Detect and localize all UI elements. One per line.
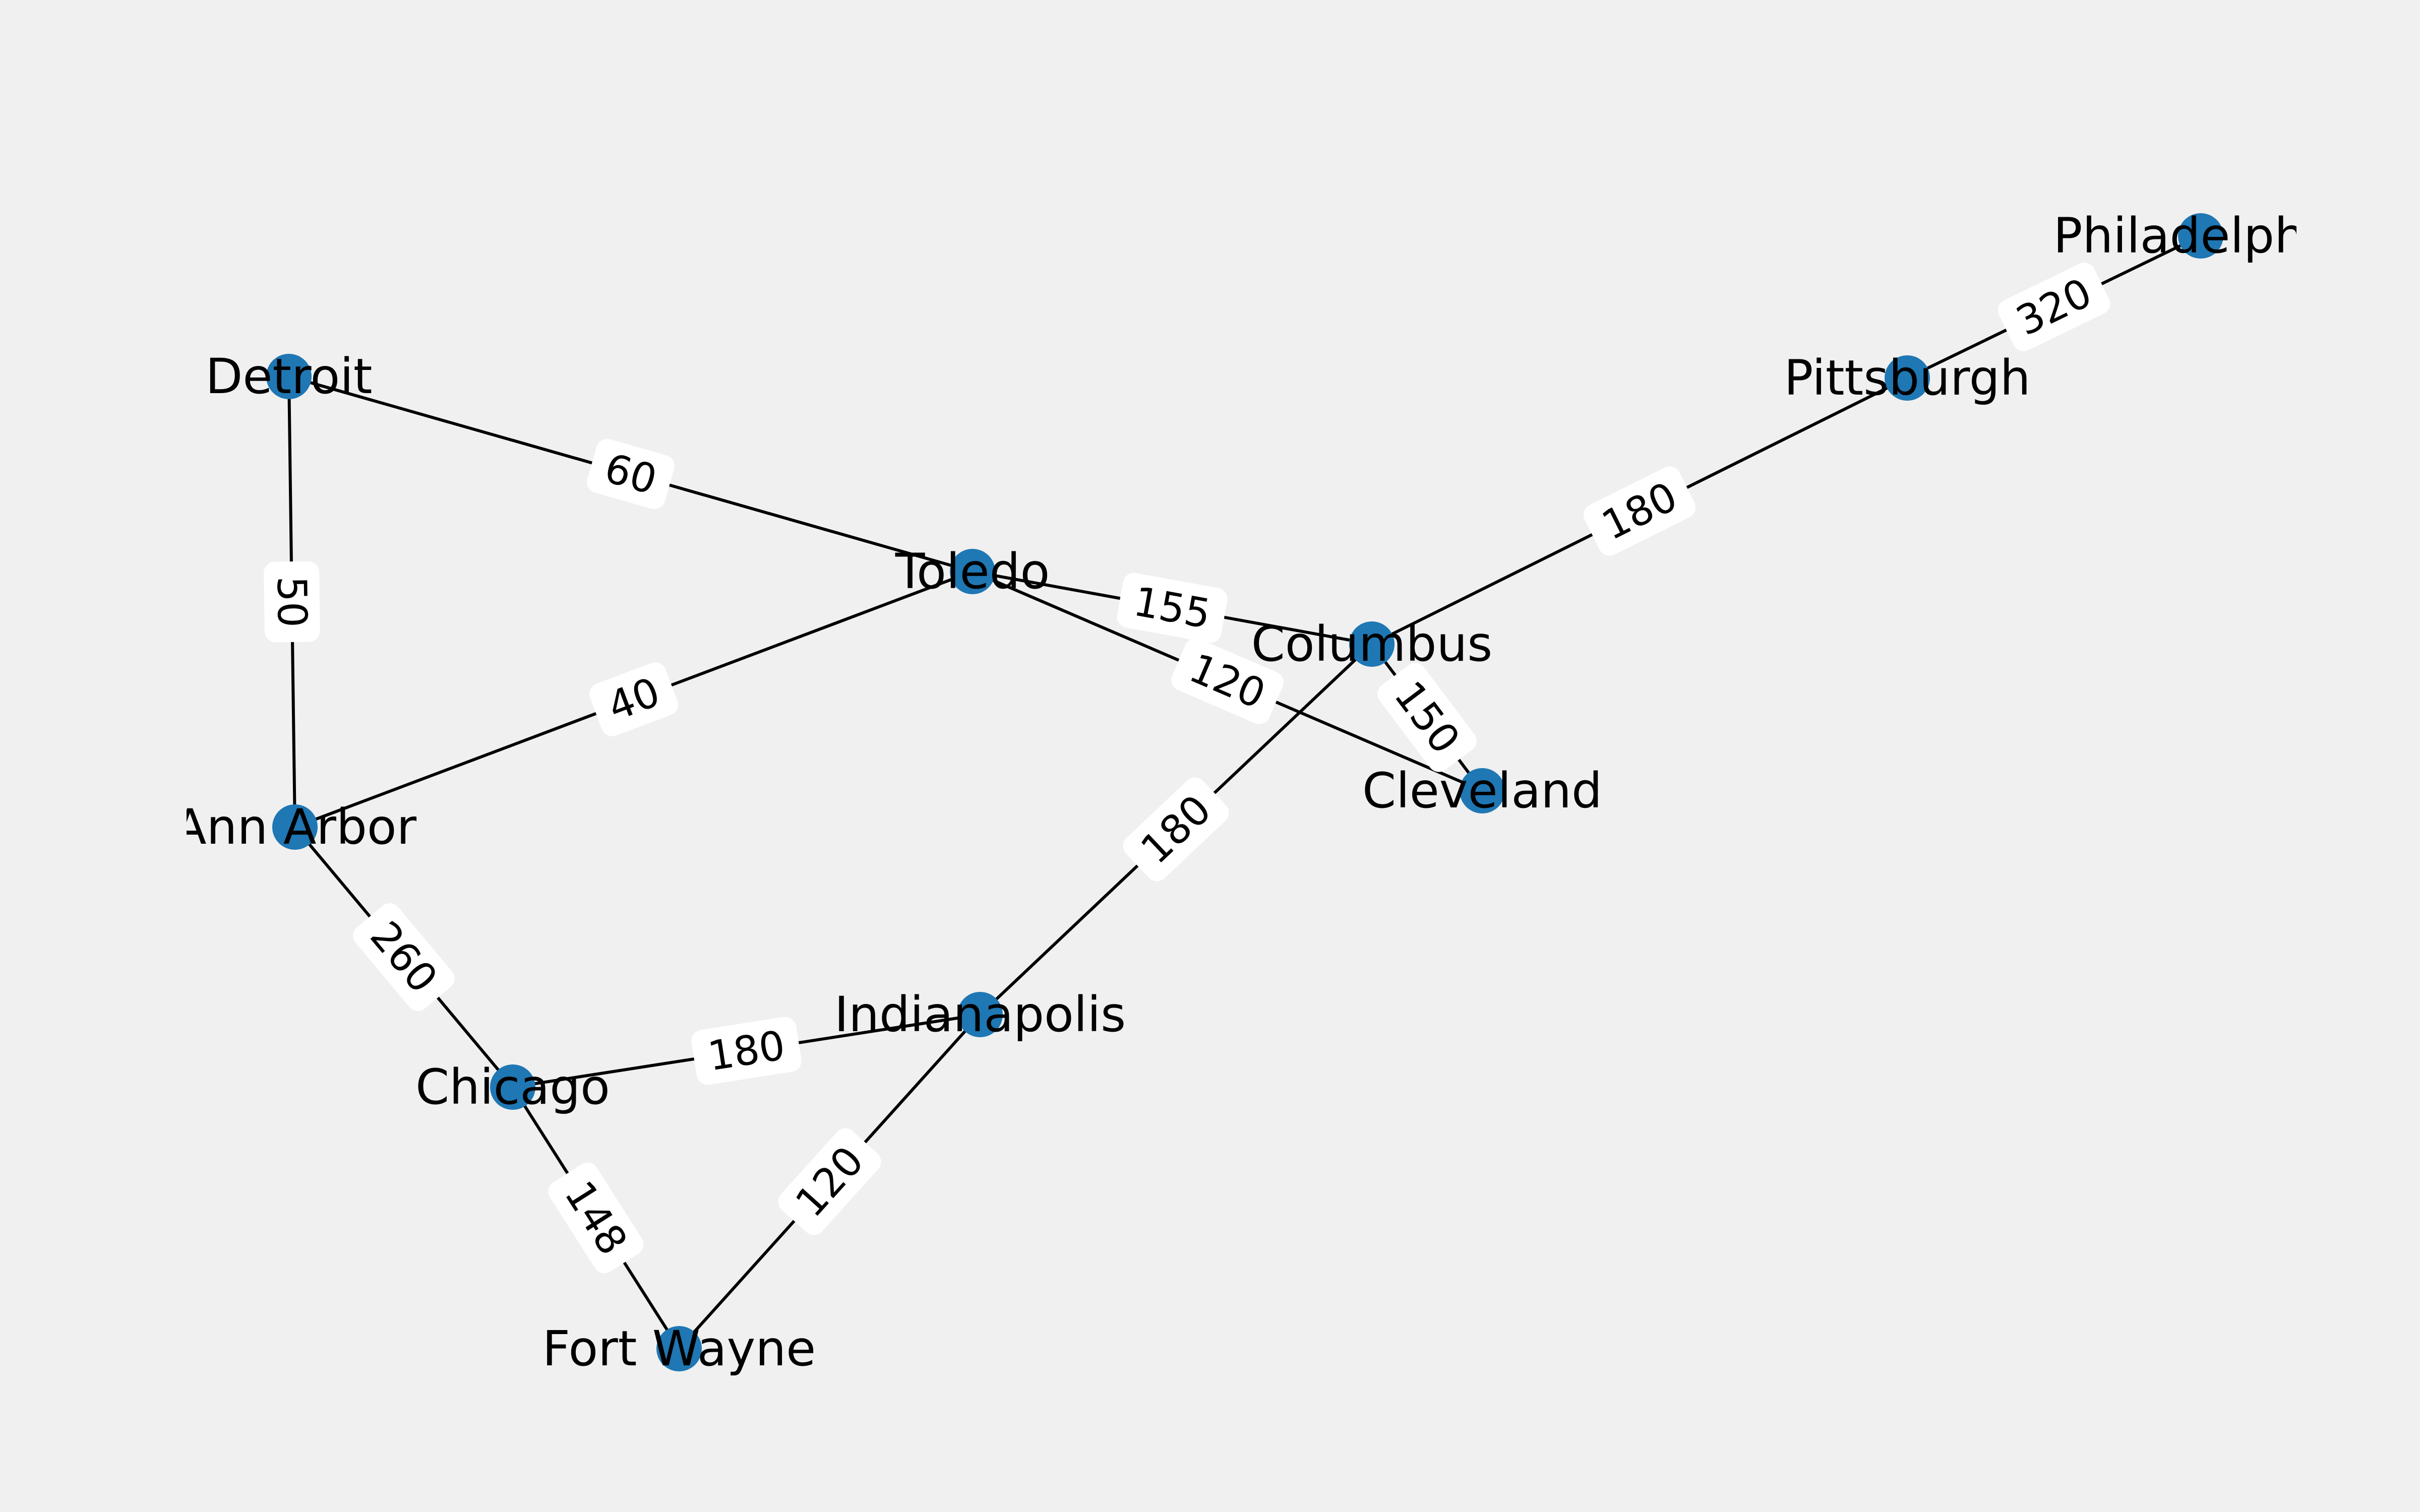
node-labels-layer: Detroit Ann Arbor Toledo Columbus Cleveland P… — [173, 208, 2348, 1377]
edge-weight-label: 180 — [1580, 463, 1699, 559]
node-label-cleveland: Cleveland — [1362, 763, 1602, 819]
node-label-fort_wayne: Fort Wayne — [542, 1320, 816, 1377]
edge-weight-label: 320 — [1994, 259, 2114, 355]
edge-weight-label: 40 — [586, 659, 682, 739]
edge-weight-label: 148 — [544, 1158, 648, 1277]
edge-weight-label: 120 — [773, 1124, 885, 1240]
node-label-indianapolis: Indianapolis — [834, 986, 1126, 1043]
node-label-chicago: Chicago — [415, 1059, 610, 1115]
edge-weight-label: 155 — [1115, 571, 1229, 645]
edge-weight-label: 60 — [584, 436, 677, 512]
edge-weight-label: 260 — [348, 899, 459, 1016]
node-label-pittsburgh: Pittsburgh — [1784, 350, 2030, 406]
node-label-detroit: Detroit — [205, 348, 372, 405]
node-label-columbus: Columbus — [1251, 616, 1493, 672]
node-label-toledo: Toledo — [895, 543, 1050, 600]
node-label-philadelphia: Philadelphia — [2053, 208, 2348, 264]
edge-weight-label: 180 — [690, 1016, 803, 1087]
node-label-ann_arbor: Ann Arbor — [173, 799, 417, 855]
edge-weight-detroit-ann_arbor: 50 — [268, 576, 316, 627]
edge-weight-label: 150 — [1373, 659, 1481, 777]
edge-weight-label: 50 — [264, 561, 320, 642]
